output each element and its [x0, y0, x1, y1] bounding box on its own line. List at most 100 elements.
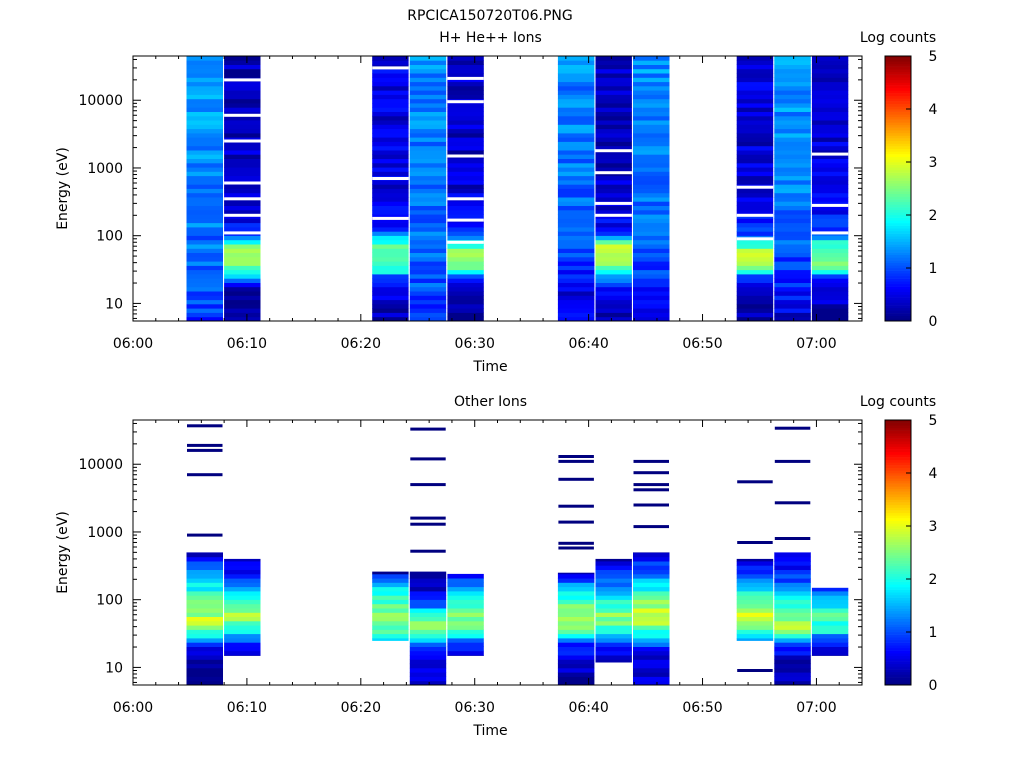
heatmap-cell [736, 573, 774, 579]
heatmap-cell [409, 68, 447, 74]
heatmap-cell [774, 291, 811, 296]
heatmap-cell [811, 98, 849, 104]
data-gap [447, 240, 484, 244]
heatmap-cell [186, 239, 223, 245]
colorbar-segment [885, 608, 911, 612]
heatmap-cell [557, 150, 595, 155]
heatmap-cell [736, 56, 774, 61]
colorbar-segment [885, 666, 911, 670]
colorbar-segment [885, 109, 911, 112]
colorbar-segment [885, 462, 911, 466]
heatmap-cell [633, 222, 670, 228]
heatmap-cell [595, 620, 632, 626]
heatmap-cell [224, 167, 261, 172]
heatmap-cell [736, 629, 774, 635]
heatmap-cell [557, 265, 595, 271]
heatmap-cell [557, 676, 595, 682]
heatmap-cell [774, 64, 811, 70]
heatmap-cell [811, 235, 849, 241]
heatmap-cell [372, 625, 409, 630]
heatmap-cell [224, 192, 261, 198]
heatmap-cell [595, 98, 632, 104]
heatmap-cell [409, 638, 447, 643]
colorbar-segment [885, 199, 911, 203]
heatmap-cell [811, 282, 849, 288]
heatmap-cell [774, 565, 811, 570]
colorbar-segment [885, 420, 911, 423]
heatmap-cell [372, 599, 409, 605]
colorbar-segment [885, 151, 911, 155]
colorbar-segment [885, 183, 911, 187]
heatmap-cell [557, 595, 595, 600]
heatmap-cell [186, 56, 223, 61]
colorbar-segment [885, 233, 911, 237]
heatmap-cell [811, 265, 849, 271]
heatmap-cell [447, 586, 484, 592]
heatmap-cell [633, 573, 670, 579]
heatmap-cell [633, 214, 670, 219]
heatmap-cell [736, 569, 774, 575]
heatmap-cell [224, 171, 261, 177]
heatmap-cell [811, 145, 849, 151]
heatmap-cell [811, 625, 849, 630]
heatmap-cell [633, 312, 670, 318]
heatmap-cell [372, 261, 409, 266]
heatmap-cell [372, 265, 409, 271]
colorbar-segment [885, 422, 911, 426]
colorbar-tick-label: 3 [929, 519, 938, 535]
x-axis-label: Time [472, 359, 507, 375]
sparse-count-line [633, 471, 669, 475]
heatmap-cell [447, 612, 484, 617]
colorbar-tick-label: 2 [929, 572, 938, 588]
heatmap-cell [595, 73, 632, 78]
heatmap-cell [595, 599, 632, 605]
x-tick-label: 06:20 [341, 336, 381, 352]
heatmap-cell [736, 188, 774, 194]
time-block [224, 56, 261, 322]
heatmap-cell [186, 278, 223, 283]
heatmap-cell [774, 218, 811, 224]
heatmap-cell [409, 629, 447, 635]
heatmap-cell [633, 256, 670, 262]
heatmap-cell [736, 180, 774, 185]
heatmap-cell [186, 162, 223, 168]
heatmap-cell [186, 124, 223, 130]
heatmap-cell [409, 672, 447, 677]
heatmap-cell [224, 269, 261, 275]
heatmap-cell [633, 282, 670, 288]
heatmap-cell [186, 620, 223, 626]
heatmap-cell [186, 659, 223, 665]
heatmap-cells [186, 56, 849, 322]
heatmap-cell [811, 269, 849, 275]
colorbar-segment [885, 473, 911, 476]
heatmap-cell [774, 595, 811, 600]
heatmap-cell [557, 608, 595, 613]
heatmap-cell [774, 561, 811, 566]
sparse-count-line [410, 549, 446, 553]
heatmap-cell [447, 171, 484, 177]
heatmap-cell [409, 655, 447, 660]
data-gap [595, 201, 632, 205]
y-tick-label: 1000 [87, 525, 123, 541]
heatmap-cell [447, 286, 484, 292]
colorbar-segment [885, 212, 911, 216]
heatmap-cell [557, 214, 595, 219]
colorbar-segment [885, 491, 911, 495]
data-gap [372, 177, 409, 180]
heatmap-cell [409, 81, 447, 87]
heatmap-cell [736, 608, 774, 613]
y-tick-label: 1000 [87, 161, 123, 177]
heatmap-cell [595, 111, 632, 117]
heatmap-cell [372, 222, 409, 228]
heatmap-cell [224, 646, 261, 652]
heatmap-cell [372, 231, 409, 236]
heatmap-cell [557, 235, 595, 241]
colorbar-segment [885, 629, 911, 633]
heatmap-cell [633, 201, 670, 206]
heatmap-cell [811, 85, 849, 91]
heatmap-cell [224, 94, 261, 100]
heatmap-cell [447, 227, 484, 232]
colorbar-segment [885, 502, 911, 506]
heatmap-cell [633, 128, 670, 134]
heatmap-cell [186, 316, 223, 322]
